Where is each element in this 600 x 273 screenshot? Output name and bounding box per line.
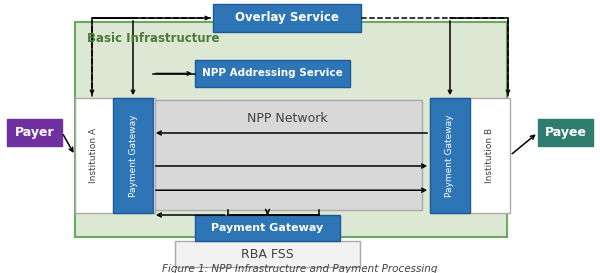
Bar: [113, 98, 153, 213]
Text: Payer: Payer: [14, 126, 55, 139]
Text: Institution A: Institution A: [89, 128, 98, 183]
Text: Payment Gateway: Payment Gateway: [445, 114, 455, 197]
Bar: [195, 60, 350, 87]
Text: Payment Gateway: Payment Gateway: [128, 114, 137, 197]
Bar: [430, 98, 470, 213]
Text: Basic Infrastructure: Basic Infrastructure: [87, 32, 220, 45]
Bar: [195, 215, 340, 241]
Text: Figure 1: NPP Infrastructure and Payment Processing: Figure 1: NPP Infrastructure and Payment…: [162, 264, 438, 273]
Bar: [75, 22, 507, 237]
Text: Payee: Payee: [545, 126, 587, 139]
Bar: [152, 100, 422, 210]
Text: Payment Gateway: Payment Gateway: [211, 223, 323, 233]
Text: RBA FSS: RBA FSS: [241, 248, 294, 260]
Bar: [538, 119, 593, 146]
Bar: [430, 98, 510, 213]
Text: NPP Network: NPP Network: [247, 112, 328, 125]
Bar: [7, 119, 62, 146]
Text: Institution B: Institution B: [485, 128, 494, 183]
Bar: [75, 98, 155, 213]
Text: Overlay Service: Overlay Service: [235, 11, 339, 25]
Bar: [213, 4, 361, 32]
Bar: [175, 241, 360, 267]
Text: NPP Addressing Service: NPP Addressing Service: [202, 69, 343, 79]
